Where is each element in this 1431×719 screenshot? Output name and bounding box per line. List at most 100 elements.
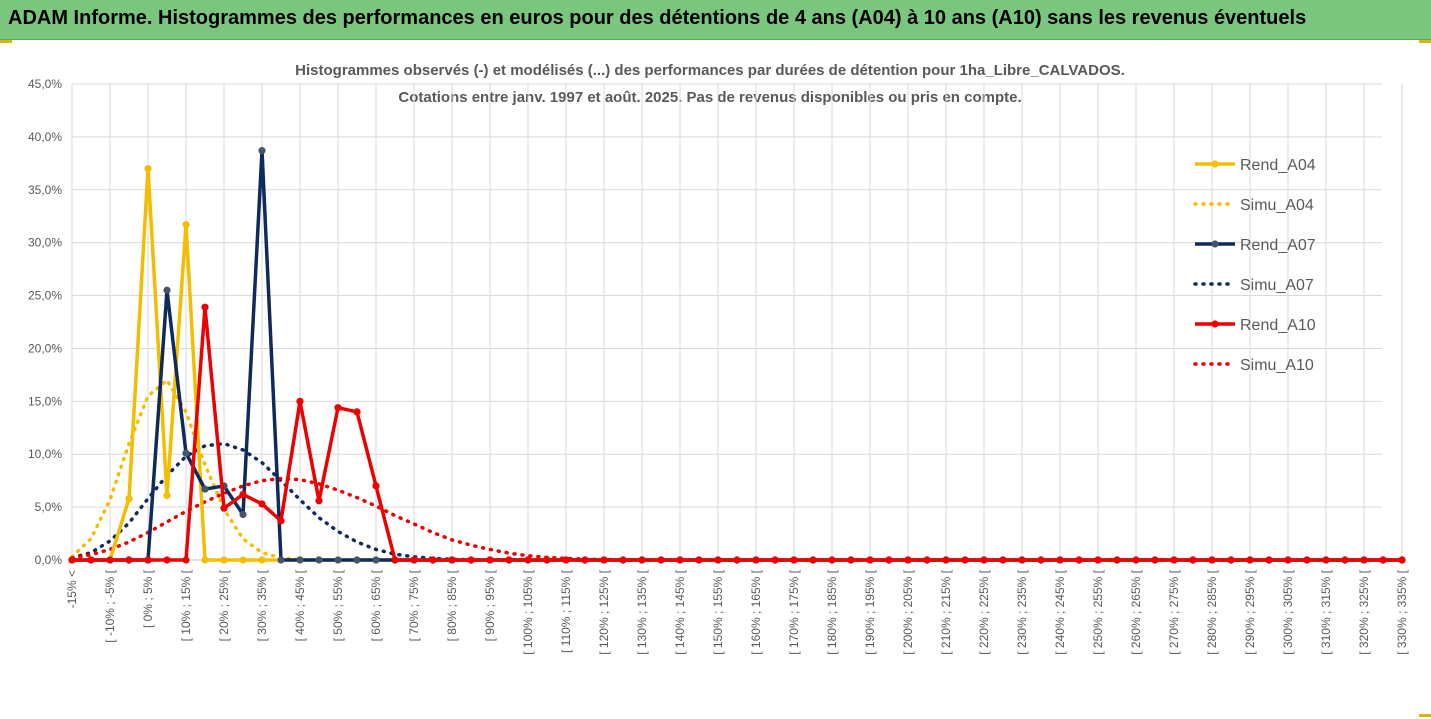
data-point <box>752 556 760 564</box>
data-point <box>1379 556 1387 564</box>
x-tick-label: [ 220% ; 225% [ <box>977 569 991 654</box>
legend-marker <box>1211 240 1219 248</box>
data-point <box>581 556 589 564</box>
data-point <box>1189 556 1197 564</box>
data-point <box>885 556 893 564</box>
y-tick-label: 40,0% <box>28 130 62 144</box>
data-point <box>1132 556 1140 564</box>
x-tick-label: [ 270% ; 275% [ <box>1167 569 1181 654</box>
y-tick-label: 25,0% <box>28 289 62 303</box>
data-point <box>638 556 646 564</box>
data-point <box>296 397 304 405</box>
data-point <box>1322 556 1330 564</box>
series-line-Simu_A10 <box>70 476 1404 562</box>
data-point <box>144 556 152 564</box>
data-point <box>676 556 684 564</box>
data-point <box>163 491 171 500</box>
data-point <box>258 500 266 508</box>
series-line-Simu_A07 <box>70 441 1404 562</box>
data-point <box>68 556 76 564</box>
data-point <box>1056 556 1064 564</box>
data-point <box>961 556 969 564</box>
x-tick-label: [ 210% ; 215% [ <box>939 569 953 654</box>
data-point <box>847 556 855 564</box>
legend-label: Rend_A04 <box>1240 157 1316 174</box>
data-point <box>790 556 798 564</box>
data-point <box>904 556 912 564</box>
data-point <box>391 556 399 564</box>
data-point <box>410 556 418 564</box>
data-point <box>201 556 209 564</box>
data-point <box>353 556 361 564</box>
legend-label: Rend_A07 <box>1240 237 1316 254</box>
chart-area: Histogrammes observés (-) et modélisés (… <box>0 40 1431 719</box>
series-line-Simu_A04 <box>70 377 1404 562</box>
data-point <box>619 556 627 564</box>
data-point <box>201 485 209 493</box>
data-point <box>334 404 342 412</box>
data-point <box>809 556 817 564</box>
chart-subtitle: Cotations entre janv. 1997 et août. 2025… <box>398 89 1021 106</box>
x-tick-label: [ 290% ; 295% [ <box>1243 569 1257 654</box>
corner-mark-top-left <box>0 40 12 43</box>
data-point <box>239 510 247 519</box>
x-tick-label: [ -10% ; -5% [ <box>103 569 117 642</box>
banner-title: ADAM Informe. Histogrammes des performan… <box>8 7 1307 29</box>
data-point <box>505 556 513 564</box>
histogram-chart: Histogrammes observés (-) et modélisés (… <box>28 62 1409 655</box>
data-point <box>1208 556 1216 564</box>
x-tick-label: [ 100% ; 105% [ <box>521 569 535 654</box>
data-point <box>125 556 133 564</box>
x-tick-label: [ 40% ; 45% [ <box>293 569 307 641</box>
y-tick-label: 5,0% <box>35 500 63 514</box>
x-tick-label: [ 140% ; 145% [ <box>673 569 687 654</box>
x-tick-label: [ 170% ; 175% [ <box>787 569 801 654</box>
report-banner: ADAM Informe. Histogrammes des performan… <box>0 0 1431 40</box>
x-tick-label: -15% < <box>65 570 79 608</box>
data-point <box>1018 556 1026 564</box>
data-point <box>296 556 304 564</box>
y-tick-label: 30,0% <box>28 236 62 250</box>
x-tick-label: [ 240% ; 245% [ <box>1053 569 1067 654</box>
data-point <box>1170 556 1178 564</box>
data-point <box>334 556 342 564</box>
x-tick-label: [ 160% ; 165% [ <box>749 569 763 654</box>
y-tick-label: 20,0% <box>28 341 62 355</box>
data-point <box>1360 556 1368 564</box>
data-point <box>1303 556 1311 564</box>
data-point <box>220 504 228 512</box>
x-tick-label: [ 10% ; 15% [ <box>179 569 193 641</box>
data-point <box>1113 556 1121 564</box>
data-point <box>201 303 209 311</box>
x-tick-label: [ 190% ; 195% [ <box>863 569 877 654</box>
data-point <box>714 556 722 564</box>
x-tick-label: [ 30% ; 35% [ <box>255 569 269 641</box>
data-point <box>942 556 950 564</box>
x-tick-label: [ 280% ; 285% [ <box>1205 569 1219 654</box>
x-tick-label: [ 80% ; 85% [ <box>445 569 459 641</box>
legend-marker <box>1211 160 1219 168</box>
x-tick-label: [ 230% ; 235% [ <box>1015 569 1029 654</box>
data-point <box>182 449 190 457</box>
x-tick-label: [ 50% ; 55% [ <box>331 569 345 641</box>
x-tick-label: [ 150% ; 155% [ <box>711 569 725 654</box>
data-point <box>87 556 95 564</box>
x-tick-label: [ 180% ; 185% [ <box>825 569 839 654</box>
y-tick-label: 45,0% <box>28 77 62 91</box>
data-point <box>125 495 133 503</box>
data-point <box>220 556 228 564</box>
x-tick-label: [ 110% ; 115% [ <box>559 569 573 653</box>
data-point <box>163 556 171 564</box>
x-tick-label: [ 320% ; 325% [ <box>1357 569 1371 654</box>
data-point <box>600 556 608 564</box>
data-point <box>144 165 152 173</box>
data-point <box>277 517 285 525</box>
corner-mark-top-right <box>1419 40 1431 43</box>
x-tick-label: [ 260% ; 265% [ <box>1129 569 1143 654</box>
x-tick-label: [ 200% ; 205% [ <box>901 569 915 654</box>
x-tick-label: [ 310% ; 315% [ <box>1319 569 1333 654</box>
data-point <box>923 556 931 564</box>
series-line-Rend_A07 <box>72 148 1402 562</box>
corner-mark-bottom-right <box>1419 714 1431 717</box>
data-point <box>258 556 266 564</box>
